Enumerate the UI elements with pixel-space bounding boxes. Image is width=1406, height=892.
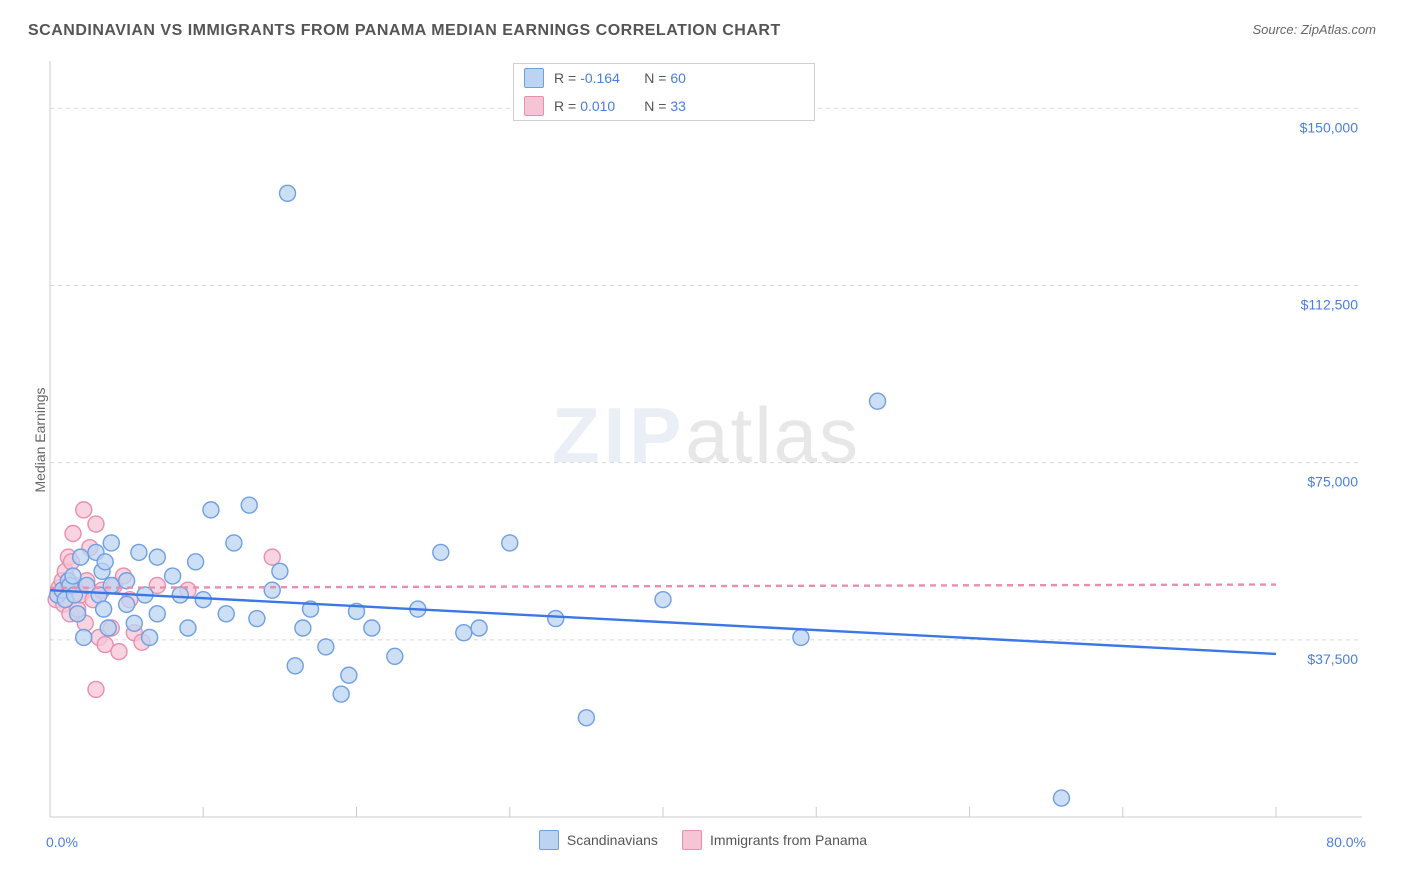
data-point <box>272 563 288 579</box>
series-legend: Scandinavians Immigrants from Panama <box>0 830 1406 853</box>
data-point <box>364 620 380 636</box>
data-point <box>103 577 119 593</box>
data-point <box>73 549 89 565</box>
correlation-n-value: 33 <box>670 98 720 114</box>
y-tick-label: $150,000 <box>1300 119 1359 135</box>
correlation-row: R = -0.164 N = 60 <box>514 64 814 92</box>
correlation-row: R = 0.010 N = 33 <box>514 92 814 120</box>
data-point <box>180 620 196 636</box>
y-tick-label: $37,500 <box>1307 651 1358 667</box>
data-point <box>149 549 165 565</box>
data-point <box>280 185 296 201</box>
data-point <box>387 648 403 664</box>
data-point <box>103 535 119 551</box>
legend-swatch <box>524 68 544 88</box>
source-label: Source: ZipAtlas.com <box>1252 22 1376 37</box>
data-point <box>96 601 112 617</box>
correlation-n-label: N = <box>644 98 666 114</box>
correlation-r-value: 0.010 <box>580 98 630 114</box>
y-tick-label: $112,500 <box>1301 296 1359 312</box>
legend-item: Immigrants from Panama <box>682 830 867 850</box>
data-point <box>65 568 81 584</box>
correlation-r-value: -0.164 <box>580 70 630 86</box>
correlation-r-label: R = <box>554 70 576 86</box>
data-point <box>70 606 86 622</box>
data-point <box>172 587 188 603</box>
legend-swatch <box>524 96 544 116</box>
data-point <box>870 393 886 409</box>
data-point <box>203 502 219 518</box>
y-axis-label: Median Earnings <box>32 387 48 492</box>
y-tick-label: $75,000 <box>1307 474 1358 490</box>
data-point <box>111 644 127 660</box>
data-point <box>471 620 487 636</box>
data-point <box>341 667 357 683</box>
correlation-n-value: 60 <box>670 70 720 86</box>
correlation-r-label: R = <box>554 98 576 114</box>
data-point <box>165 568 181 584</box>
data-point <box>149 606 165 622</box>
data-point <box>264 549 280 565</box>
data-point <box>578 710 594 726</box>
data-point <box>65 526 81 542</box>
data-point <box>226 535 242 551</box>
data-point <box>655 592 671 608</box>
data-point <box>287 658 303 674</box>
data-point <box>456 625 472 641</box>
legend-label: Immigrants from Panama <box>710 832 867 848</box>
data-point <box>333 686 349 702</box>
data-point <box>119 573 135 589</box>
data-point <box>76 502 92 518</box>
data-point <box>188 554 204 570</box>
data-point <box>433 544 449 560</box>
data-point <box>1053 790 1069 806</box>
trend-line <box>50 585 1276 588</box>
data-point <box>218 606 234 622</box>
legend-item: Scandinavians <box>539 830 658 850</box>
data-point <box>264 582 280 598</box>
data-point <box>548 611 564 627</box>
correlation-n-label: N = <box>644 70 666 86</box>
data-point <box>295 620 311 636</box>
data-point <box>502 535 518 551</box>
data-point <box>126 615 142 631</box>
data-point <box>249 611 265 627</box>
chart-title: SCANDINAVIAN VS IMMIGRANTS FROM PANAMA M… <box>28 22 781 40</box>
legend-swatch <box>682 830 702 850</box>
data-point <box>318 639 334 655</box>
correlation-legend: R = -0.164 N = 60 R = 0.010 N = 33 <box>513 63 815 121</box>
data-point <box>793 629 809 645</box>
data-point <box>88 516 104 532</box>
data-point <box>88 681 104 697</box>
data-point <box>119 596 135 612</box>
legend-swatch <box>539 830 559 850</box>
legend-label: Scandinavians <box>567 832 658 848</box>
data-point <box>97 554 113 570</box>
scatter-plot: $37,500 $75,000 $112,500 $150,000 <box>46 55 1366 825</box>
data-point <box>76 629 92 645</box>
data-point <box>100 620 116 636</box>
chart-area: Median Earnings ZIPatlas $37,500$75,000$… <box>46 55 1366 825</box>
data-point <box>131 544 147 560</box>
data-point <box>142 629 158 645</box>
data-point <box>241 497 257 513</box>
